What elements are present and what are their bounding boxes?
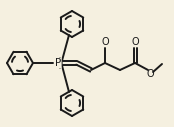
Text: O: O xyxy=(131,37,139,47)
Text: P: P xyxy=(55,58,61,68)
Text: O: O xyxy=(146,69,154,79)
Text: O: O xyxy=(101,37,109,47)
